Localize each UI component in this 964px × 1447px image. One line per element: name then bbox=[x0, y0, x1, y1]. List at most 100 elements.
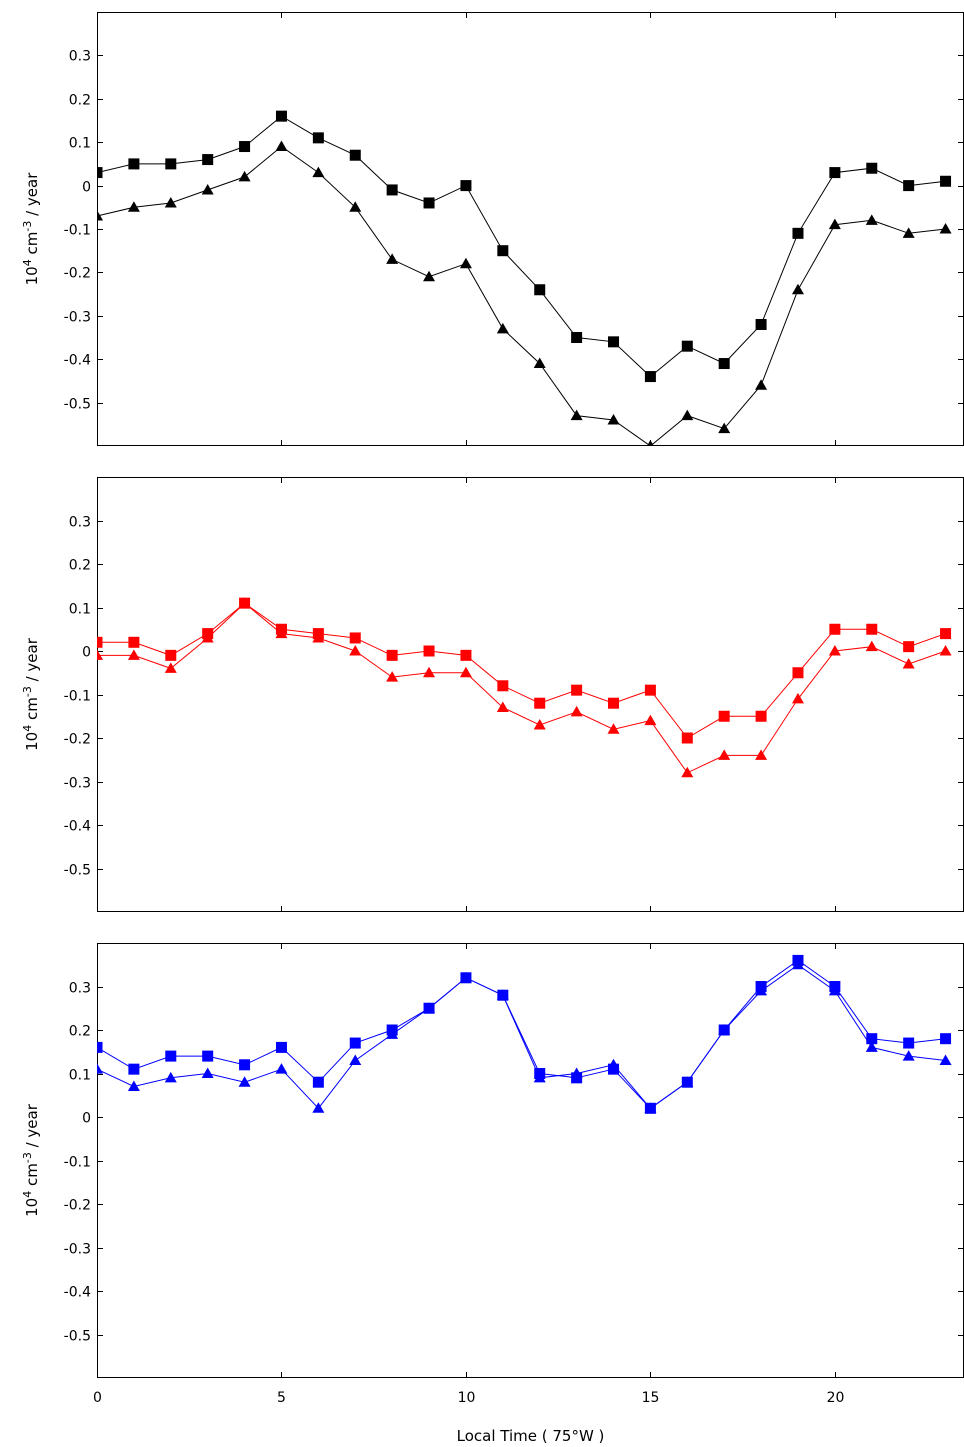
data-point-square bbox=[386, 649, 398, 661]
data-point-triangle bbox=[570, 705, 583, 717]
data-point-square bbox=[128, 1063, 140, 1075]
data-point-square bbox=[97, 1041, 103, 1053]
data-point-triangle bbox=[201, 183, 214, 195]
x-axis-label: Local Time ( 75°W ) bbox=[457, 1427, 605, 1445]
data-point-triangle bbox=[386, 1028, 399, 1039]
data-point-square bbox=[460, 649, 472, 661]
data-point-triangle bbox=[828, 984, 841, 996]
data-point-triangle bbox=[828, 645, 841, 656]
data-point-triangle bbox=[164, 1071, 177, 1083]
data-point-triangle bbox=[533, 357, 546, 369]
y-axis-label: 104 cm-3 / year bbox=[21, 172, 42, 286]
y-tick-label: 0.3 bbox=[69, 515, 91, 531]
y-tick-label: -0.5 bbox=[64, 1329, 91, 1345]
data-point-square bbox=[239, 1059, 251, 1071]
data-point-triangle bbox=[127, 649, 140, 660]
data-point-square bbox=[755, 318, 767, 330]
y-tick-label: -0.1 bbox=[64, 223, 91, 239]
y-tick-label: -0.4 bbox=[64, 1285, 91, 1301]
data-point-square bbox=[866, 162, 878, 174]
data-point-triangle bbox=[275, 1063, 288, 1074]
chart-panel-1: 0.3 0.2 0.1 0 -0.1 -0.2 -0.3 -0.4 -0.5 104 cm-3 /… bbox=[21, 12, 964, 446]
data-point-triangle bbox=[349, 201, 362, 212]
data-point-triangle bbox=[164, 196, 177, 208]
data-point-triangle bbox=[646, 440, 654, 446]
data-area bbox=[97, 954, 952, 1114]
data-point-triangle bbox=[570, 409, 583, 421]
y-tick-label: -0.4 bbox=[64, 353, 91, 369]
data-point-triangle bbox=[423, 270, 436, 282]
data-point-triangle bbox=[902, 227, 915, 238]
data-point-triangle bbox=[496, 322, 509, 334]
y-tick-label: 0 bbox=[82, 180, 91, 196]
data-point-square bbox=[718, 358, 730, 370]
data-point-triangle bbox=[201, 631, 214, 643]
y-tick-label: -0.3 bbox=[64, 776, 91, 792]
data-point-triangle bbox=[459, 971, 472, 983]
data-point-triangle bbox=[423, 1002, 436, 1013]
data-point-triangle bbox=[791, 958, 804, 970]
x-tick-label: 10 bbox=[458, 1390, 476, 1406]
data-point-square bbox=[202, 1050, 214, 1062]
data-point-triangle bbox=[607, 723, 620, 734]
data-point-square bbox=[275, 1041, 287, 1053]
data-point-triangle bbox=[496, 989, 509, 1000]
data-point-triangle bbox=[755, 749, 768, 760]
data-point-triangle bbox=[865, 1041, 878, 1052]
series-line-triangle bbox=[97, 145, 946, 446]
data-point-triangle bbox=[275, 627, 288, 639]
data-point-square bbox=[460, 180, 472, 192]
data-point-square bbox=[940, 1033, 952, 1045]
y-tick-label: 0.3 bbox=[69, 49, 91, 65]
data-point-square bbox=[940, 628, 952, 640]
data-point-triangle bbox=[496, 701, 509, 713]
data-point-triangle bbox=[681, 1076, 694, 1087]
data-point-triangle bbox=[828, 218, 841, 230]
data-point-square bbox=[681, 340, 693, 352]
data-point-triangle bbox=[97, 209, 103, 221]
data-point-triangle bbox=[718, 1024, 731, 1035]
data-point-triangle bbox=[423, 666, 436, 678]
data-point-triangle bbox=[644, 714, 657, 726]
series-line-triangle bbox=[97, 602, 946, 774]
y-tick-label: -0.5 bbox=[64, 397, 91, 413]
data-point-triangle bbox=[939, 1054, 952, 1065]
data-point-square bbox=[202, 154, 214, 166]
data-point-square bbox=[534, 284, 546, 296]
data-point-square bbox=[97, 636, 103, 648]
data-point-square bbox=[497, 245, 509, 257]
data-point-square bbox=[97, 167, 103, 179]
x-tick-label: 20 bbox=[827, 1390, 845, 1406]
data-point-triangle bbox=[607, 1058, 620, 1070]
y-tick-label: 0.2 bbox=[69, 1024, 91, 1040]
data-point-square bbox=[386, 184, 398, 196]
y-axis-label: 104 cm-3 / year bbox=[21, 1103, 42, 1217]
data-point-triangle bbox=[902, 1050, 915, 1061]
data-point-triangle bbox=[349, 1054, 362, 1065]
data-point-triangle bbox=[312, 1102, 325, 1113]
data-point-square bbox=[275, 110, 287, 122]
y-tick-label: 0 bbox=[82, 645, 91, 661]
data-point-triangle bbox=[755, 379, 768, 390]
data-point-square bbox=[128, 636, 140, 648]
data-point-triangle bbox=[755, 984, 768, 996]
data-point-triangle bbox=[607, 413, 620, 425]
chart-panel-2: 0.3 0.2 0.1 0 -0.1 -0.2 -0.3 -0.4 -0.5 104 cm-3 /… bbox=[21, 477, 964, 912]
data-point-square bbox=[239, 141, 251, 153]
data-point-triangle bbox=[238, 170, 251, 182]
plot-frame bbox=[97, 943, 964, 1378]
data-point-square bbox=[534, 697, 546, 709]
data-point-square bbox=[829, 167, 841, 179]
data-point-triangle bbox=[533, 718, 546, 730]
y-tick-label: 0.1 bbox=[69, 136, 91, 152]
data-point-square bbox=[497, 680, 509, 692]
data-point-triangle bbox=[97, 649, 103, 660]
y-tick-label: 0 bbox=[82, 1111, 91, 1127]
y-tick-label: -0.3 bbox=[64, 310, 91, 326]
data-point-triangle bbox=[718, 749, 731, 760]
data-point-triangle bbox=[97, 1063, 103, 1074]
y-tick-label: 0.1 bbox=[69, 602, 91, 618]
data-point-triangle bbox=[791, 283, 804, 295]
data-point-triangle bbox=[312, 166, 325, 178]
